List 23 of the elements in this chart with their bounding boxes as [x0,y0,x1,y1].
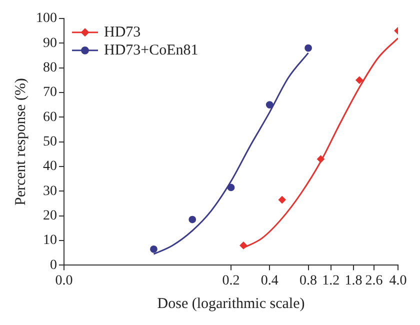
x-tick-label: 0.4 [260,273,278,288]
y-tick-label: 80 [43,60,57,76]
x-tick-label: 1.2 [322,273,340,288]
y-tick-label: 30 [43,184,57,199]
x-axis-title: Dose (logarithmic scale) [157,296,305,312]
y-tick-label: 100 [36,11,57,26]
y-tick-label: 40 [43,159,57,174]
x-tick-label: 0.2 [222,273,240,288]
y-tick-label: 20 [43,208,57,224]
y-tick-label: 70 [43,85,57,100]
x-tick-label: 0.8 [300,273,318,288]
legend-label: HD73 [104,24,141,40]
x-tick-label: 0.0 [55,273,73,288]
y-tick-label: 60 [43,110,57,125]
x-tick-label: 4.0 [389,273,407,288]
y-tick-label: 50 [43,134,57,150]
y-tick-label: 10 [43,233,57,248]
y-tick-label: 0 [50,258,57,273]
x-tick-label: 1.8 [344,273,362,288]
y-axis-title: Percent response (%) [12,78,29,206]
y-tick-label: 90 [43,36,57,51]
legend-label: HD73+CoEn81 [104,42,198,58]
x-tick-label: 2.6 [365,273,383,288]
